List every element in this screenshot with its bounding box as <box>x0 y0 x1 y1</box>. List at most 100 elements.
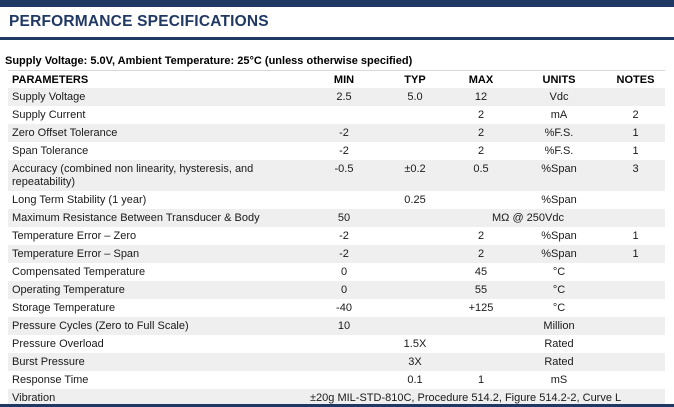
table-row: Span Tolerance -2 2 %F.S. 1 <box>8 142 665 160</box>
max-cell <box>450 335 512 353</box>
notes-cell <box>606 88 665 106</box>
param-cell: Pressure Cycles (Zero to Full Scale) <box>12 319 189 332</box>
units-cell: °C <box>552 283 566 296</box>
typ-cell <box>380 245 450 263</box>
notes-cell: 1 <box>632 229 639 242</box>
param-cell: Span Tolerance <box>12 144 89 157</box>
typ-cell <box>380 263 450 281</box>
max-cell: 55 <box>474 283 488 296</box>
typ-cell <box>380 317 450 335</box>
param-cell: Response Time <box>12 373 89 386</box>
param-cell: Accuracy (combined non linearity, hyster… <box>12 162 254 188</box>
table-header-row: PARAMETERS MIN TYP MAX UNITS NOTES <box>8 71 665 89</box>
units-cell: mS <box>550 373 568 386</box>
performance-spec-table: PARAMETERS MIN TYP MAX UNITS NOTES Suppl… <box>8 70 665 407</box>
table-row: Response Time 0.1 1 mS <box>8 371 665 389</box>
max-cell: 0.5 <box>473 162 489 175</box>
param-cell: Supply Voltage <box>12 90 86 103</box>
units-cell: %Span <box>541 247 577 260</box>
units-cell: Rated <box>544 355 574 368</box>
typ-cell <box>380 299 450 317</box>
table-row: Temperature Error – Zero -2 2 %Span 1 <box>8 227 665 245</box>
description-cell: ±20g MIL-STD-810C, Procedure 514.2, Figu… <box>310 391 622 404</box>
min-cell <box>308 191 380 209</box>
column-header-typ: TYP <box>404 74 426 86</box>
param-cell: Operating Temperature <box>12 283 125 296</box>
column-header-parameters: PARAMETERS <box>12 74 89 86</box>
min-cell: -2 <box>339 126 349 139</box>
typ-cell: 0.1 <box>407 373 423 386</box>
units-cell: %F.S. <box>544 126 574 139</box>
typ-cell: 3X <box>408 355 422 368</box>
table-row: Accuracy (combined non linearity, hyster… <box>8 160 665 191</box>
min-cell: -0.5 <box>334 162 354 175</box>
max-cell: 2 <box>477 144 485 157</box>
max-cell <box>450 353 512 371</box>
notes-cell: 1 <box>632 144 639 157</box>
table-row: Long Term Stability (1 year) 0.25 %Span <box>8 191 665 209</box>
max-cell: 2 <box>477 108 485 121</box>
table-row: Storage Temperature -40 +125 °C <box>8 299 665 317</box>
max-cell: +125 <box>468 301 494 314</box>
min-cell <box>308 371 380 389</box>
units-cell: %Span <box>541 193 577 206</box>
param-cell: Long Term Stability (1 year) <box>12 193 147 206</box>
param-cell: Supply Current <box>12 108 86 121</box>
max-cell <box>450 191 512 209</box>
max-units-cell: MΩ @ 250Vdc <box>492 211 564 224</box>
table-row: Pressure Cycles (Zero to Full Scale) 10 Mi… <box>8 317 665 335</box>
table-row: Zero Offset Tolerance -2 2 %F.S. 1 <box>8 124 665 142</box>
min-cell: 10 <box>337 319 351 332</box>
units-cell: °C <box>552 265 566 278</box>
table-row: Temperature Error – Span -2 2 %Span 1 <box>8 245 665 263</box>
min-cell: 50 <box>337 211 351 224</box>
units-cell: Rated <box>544 337 574 350</box>
table-body: Supply Voltage 2.5 5.0 12 Vdc Supply Current 2… <box>8 88 665 407</box>
param-cell: Pressure Overload <box>12 337 104 350</box>
min-cell: -2 <box>339 144 349 157</box>
typ-cell <box>380 281 450 299</box>
param-cell: Temperature Error – Zero <box>12 229 137 242</box>
units-cell: Vdc <box>549 90 569 103</box>
typ-cell <box>380 209 450 227</box>
min-cell: 2.5 <box>336 90 352 103</box>
column-header-units: UNITS <box>542 74 576 86</box>
notes-cell <box>606 209 665 227</box>
top-divider-bar <box>0 0 674 7</box>
bottom-divider-bar <box>0 404 674 407</box>
min-cell <box>308 353 380 371</box>
units-cell: Million <box>543 319 575 332</box>
units-cell: mA <box>550 108 568 121</box>
min-cell: -2 <box>339 247 349 260</box>
notes-cell: 3 <box>632 162 639 175</box>
typ-cell <box>380 106 450 124</box>
max-cell: 12 <box>474 90 488 103</box>
min-cell <box>308 335 380 353</box>
notes-cell: 1 <box>632 247 639 260</box>
typ-cell: 1.5X <box>403 337 427 350</box>
typ-cell: 5.0 <box>407 90 423 103</box>
test-conditions-note: Supply Voltage: 5.0V, Ambient Temperatur… <box>5 55 413 67</box>
typ-cell <box>380 142 450 160</box>
title-rule <box>0 37 674 40</box>
notes-cell <box>606 353 665 371</box>
max-cell: 2 <box>477 247 485 260</box>
notes-cell: 2 <box>632 108 639 121</box>
param-cell: Compensated Temperature <box>12 265 146 278</box>
column-header-max: MAX <box>468 74 494 86</box>
notes-cell: 1 <box>632 126 639 139</box>
notes-cell <box>606 263 665 281</box>
column-header-min: MIN <box>333 74 355 86</box>
notes-cell <box>606 281 665 299</box>
table-row: Vibration ±20g MIL-STD-810C, Procedure 51… <box>8 389 665 407</box>
notes-cell <box>606 371 665 389</box>
units-cell: %Span <box>541 162 577 175</box>
notes-cell <box>606 299 665 317</box>
table-row: Pressure Overload 1.5X Rated <box>8 335 665 353</box>
max-cell: 1 <box>477 373 485 386</box>
min-cell: -40 <box>336 301 352 314</box>
table-row: Supply Current 2 mA 2 <box>8 106 665 124</box>
min-cell: 0 <box>340 265 348 278</box>
units-cell: %Span <box>541 229 577 242</box>
